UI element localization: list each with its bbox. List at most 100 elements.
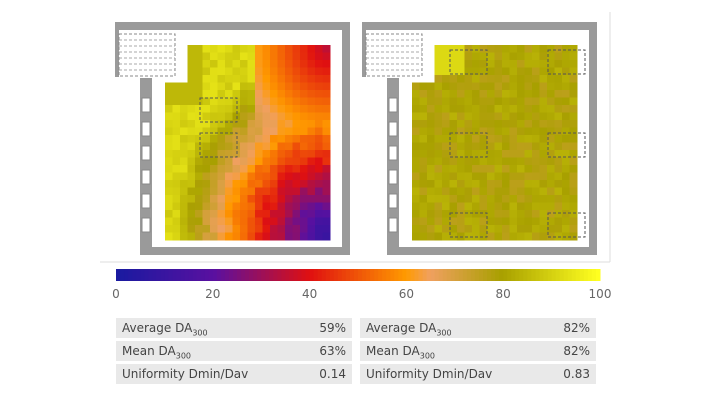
heat-cell bbox=[270, 75, 278, 83]
heat-cell bbox=[285, 202, 293, 211]
colorbar-segment bbox=[551, 269, 557, 281]
heat-cell bbox=[449, 45, 458, 53]
heat-cell bbox=[569, 120, 578, 128]
heat-cell bbox=[195, 120, 203, 128]
heat-cell bbox=[562, 60, 570, 68]
heat-cell bbox=[180, 82, 188, 91]
heat-cell bbox=[554, 52, 563, 61]
heat-cell bbox=[300, 112, 308, 121]
heat-cell bbox=[172, 217, 181, 226]
heat-cell bbox=[539, 202, 548, 211]
heat-cell bbox=[427, 120, 435, 128]
heat-cell bbox=[165, 150, 173, 158]
heat-cell bbox=[532, 52, 540, 61]
heat-cell bbox=[247, 45, 256, 53]
heat-cell bbox=[464, 112, 473, 121]
heat-cell bbox=[562, 112, 570, 121]
heat-cell bbox=[539, 52, 548, 61]
heat-cell bbox=[172, 142, 181, 151]
heat-cell bbox=[292, 165, 301, 173]
wall bbox=[115, 22, 350, 30]
heat-cell bbox=[434, 67, 443, 76]
heat-cell bbox=[247, 82, 256, 91]
heat-cell bbox=[315, 97, 323, 106]
heat-cell bbox=[419, 217, 428, 226]
heat-cell bbox=[479, 120, 488, 128]
heat-cell bbox=[502, 105, 510, 113]
colorbar-tick-label: 100 bbox=[589, 287, 612, 301]
heat-cell bbox=[210, 165, 218, 173]
heat-cell bbox=[457, 225, 465, 233]
table-row: Average DA300 59% bbox=[116, 318, 352, 338]
heat-cell bbox=[285, 225, 293, 233]
heat-cell bbox=[180, 195, 188, 203]
heat-cell bbox=[262, 217, 271, 226]
heat-cell bbox=[232, 165, 241, 173]
row-label: Mean DA300 bbox=[122, 341, 191, 361]
heat-cell bbox=[247, 232, 256, 241]
heat-cell bbox=[479, 217, 488, 226]
wall bbox=[342, 22, 350, 255]
heat-cell bbox=[187, 180, 196, 188]
heat-cell bbox=[487, 210, 495, 218]
heat-cell bbox=[322, 172, 331, 181]
heat-cell bbox=[172, 202, 181, 211]
heat-cell bbox=[285, 67, 293, 76]
heat-cell bbox=[539, 210, 548, 218]
heat-cell bbox=[547, 82, 555, 91]
heat-cell bbox=[232, 217, 241, 226]
heat-cell bbox=[210, 67, 218, 76]
heat-cell bbox=[187, 232, 196, 241]
heat-cell bbox=[509, 180, 518, 188]
heat-cell bbox=[322, 180, 331, 188]
colorbar-segment bbox=[470, 269, 476, 281]
heat-cell bbox=[232, 195, 241, 203]
heat-cell bbox=[419, 172, 428, 181]
heat-cell bbox=[307, 127, 316, 136]
heat-cell bbox=[569, 60, 578, 68]
heat-cell bbox=[517, 180, 525, 188]
heat-cell bbox=[412, 112, 420, 121]
heat-cell bbox=[427, 135, 435, 143]
heat-cell bbox=[307, 67, 316, 76]
colorbar-segment bbox=[523, 269, 528, 281]
heat-cell bbox=[255, 210, 263, 218]
heat-cell bbox=[315, 60, 323, 68]
heat-cell bbox=[210, 202, 218, 211]
colorbar-segment bbox=[458, 269, 464, 281]
heat-cell bbox=[524, 150, 533, 158]
heat-cell bbox=[210, 210, 218, 218]
colorbar-segment bbox=[192, 269, 198, 281]
heat-cell bbox=[247, 67, 256, 76]
colorbar-segment bbox=[374, 269, 379, 281]
heat-cell bbox=[532, 165, 540, 173]
colorbar-segment bbox=[241, 269, 246, 281]
heat-cell bbox=[262, 180, 271, 188]
heat-cell bbox=[285, 172, 293, 181]
heat-cell bbox=[419, 150, 428, 158]
heat-cell bbox=[180, 187, 188, 196]
heat-cell bbox=[202, 202, 211, 211]
heat-cell bbox=[539, 187, 548, 196]
heat-cell bbox=[524, 135, 533, 143]
wall bbox=[362, 22, 597, 30]
heat-cell bbox=[300, 52, 308, 61]
colorbar-segment bbox=[491, 269, 496, 281]
heat-cell bbox=[449, 52, 458, 61]
colorbar-segment bbox=[527, 269, 532, 281]
colorbar-segment bbox=[495, 269, 500, 281]
heat-cell bbox=[187, 225, 196, 233]
colorbar-segment bbox=[289, 269, 294, 281]
heat-cell bbox=[562, 82, 570, 91]
heat-cell bbox=[225, 172, 233, 181]
heat-cell bbox=[434, 135, 443, 143]
heat-cell bbox=[479, 135, 488, 143]
heat-cell bbox=[277, 75, 286, 83]
heat-cell bbox=[532, 172, 540, 181]
heat-cell bbox=[187, 187, 196, 196]
heat-cell bbox=[442, 150, 450, 158]
heat-cell bbox=[449, 165, 458, 173]
heat-cell bbox=[532, 232, 540, 241]
heat-cell bbox=[502, 150, 510, 158]
heat-cell bbox=[247, 172, 256, 181]
